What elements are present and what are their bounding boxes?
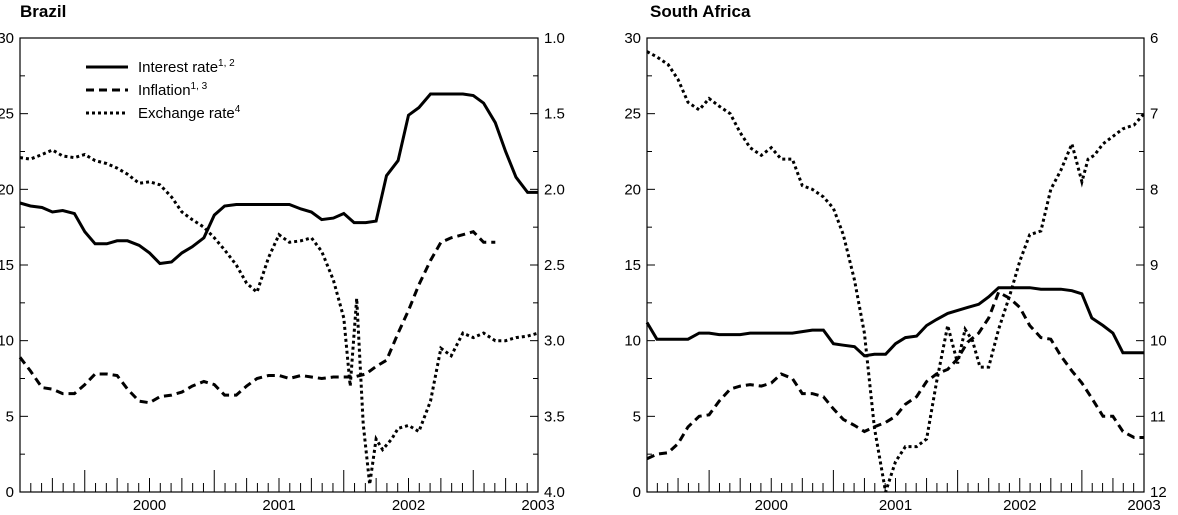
legend-label-inflation: Inflation1, 3	[138, 81, 208, 99]
south-africa-left-tick-label-3: 15	[624, 257, 641, 274]
south-africa-series-interest-line	[645, 286, 1144, 358]
brazil-right-tick-label-6: 4.0	[544, 484, 565, 501]
brazil-left-tick-label-4: 20	[0, 181, 14, 198]
south-africa-left-tick-label-4: 20	[624, 181, 641, 198]
brazil-left-tick-label-5: 25	[0, 106, 14, 123]
brazil-series-exchange-line	[19, 148, 539, 485]
brazil-right-tick-label-3: 2.5	[544, 257, 565, 274]
south-africa-left-tick-label-5: 25	[624, 106, 641, 123]
brazil-chart-panel: Brazil Interest rate1, 2 Inflation1, 3 E…	[0, 2, 565, 514]
brazil-x-tick-label-1: 2001	[262, 497, 295, 514]
brazil-series-inflation-line	[18, 230, 496, 405]
south-africa-chart-title: South Africa	[650, 2, 751, 21]
south-africa-right-tick-label-3: 9	[1150, 257, 1158, 274]
brazil-chart-legend: Interest rate1, 2 Inflation1, 3 Exchange…	[86, 58, 241, 122]
brazil-x-tick-label-3: 2003	[521, 497, 554, 514]
brazil-chart-title: Brazil	[20, 2, 66, 21]
south-africa-right-tick-label-0: 6	[1150, 30, 1158, 47]
south-africa-x-tick-label-1: 2001	[879, 497, 912, 514]
south-africa-x-tick-label-0: 2000	[755, 497, 788, 514]
south-africa-series-exchange-line	[646, 50, 1146, 493]
south-africa-x-tick-label-3: 2003	[1127, 497, 1160, 514]
brazil-right-tick-label-5: 3.5	[544, 408, 565, 425]
south-africa-left-tick-label-0: 0	[633, 484, 641, 501]
brazil-left-tick-label-2: 10	[0, 333, 14, 350]
brazil-plot-frame	[19, 37, 539, 493]
brazil-right-tick-label-4: 3.0	[544, 333, 565, 350]
legend-label-exchange-rate: Exchange rate4	[138, 104, 241, 122]
south-africa-chart-panel: South Africa 0 5 10 15 20 25 30 6 7 8 9 10 11 12 2000 2…	[624, 2, 1166, 514]
brazil-left-tick-label-6: 30	[0, 30, 14, 47]
south-africa-right-tick-label-4: 10	[1150, 333, 1167, 350]
south-africa-right-tick-label-1: 7	[1150, 106, 1158, 123]
brazil-right-tick-label-1: 1.5	[544, 106, 565, 123]
legend-label-interest-rate: Interest rate1, 2	[138, 58, 235, 76]
south-africa-x-tick-label-2: 2002	[1003, 497, 1036, 514]
south-africa-left-tick-label-1: 5	[633, 408, 641, 425]
brazil-right-tick-label-0: 1.0	[544, 30, 565, 47]
south-africa-left-tick-label-6: 30	[624, 30, 641, 47]
brazil-series-interest-line	[19, 92, 538, 266]
brazil-left-tick-label-0: 0	[6, 484, 14, 501]
brazil-right-tick-label-2: 2.0	[544, 181, 565, 198]
brazil-left-tick-label-3: 15	[0, 257, 14, 274]
south-africa-series-inflation-line	[646, 290, 1144, 461]
south-africa-right-tick-label-6: 12	[1150, 484, 1167, 501]
south-africa-left-tick-label-2: 10	[624, 333, 641, 350]
brazil-x-tick-label-2: 2002	[392, 497, 425, 514]
south-africa-right-tick-label-2: 8	[1150, 181, 1158, 198]
brazil-left-tick-label-1: 5	[6, 408, 14, 425]
south-africa-right-tick-label-5: 11	[1150, 408, 1166, 425]
brazil-x-tick-label-0: 2000	[133, 497, 166, 514]
